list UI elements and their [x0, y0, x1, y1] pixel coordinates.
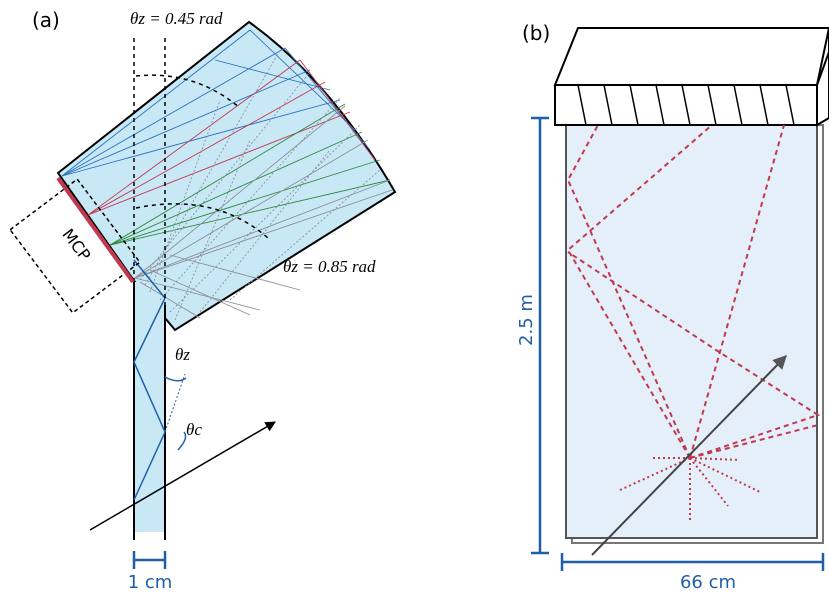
emission-star [619, 457, 761, 520]
width-dimension-a [132, 551, 167, 569]
mcp-box [9, 178, 141, 314]
panel-b: (b) [516, 21, 829, 593]
photon-paths [566, 124, 821, 459]
theta-c-label: θc [186, 420, 202, 439]
theta-c-angle-arc [177, 431, 187, 451]
panel-a: (a) [9, 8, 397, 593]
bar-zigzag-ray [133, 259, 166, 501]
gray-rays [134, 105, 393, 319]
width-label-b: 66 cm [680, 572, 736, 593]
readout-box [553, 27, 829, 127]
ray-fan [61, 29, 393, 321]
readout-pixels [577, 84, 795, 126]
plate-front [565, 119, 818, 539]
normal-line [164, 373, 186, 433]
mcp-label: MCP [58, 225, 94, 264]
theta-z-top-label: θz = 0.45 rad [130, 9, 223, 28]
panel-b-label: (b) [522, 21, 550, 45]
blue-rays [61, 29, 371, 177]
height-dimension [531, 116, 549, 555]
red-rays [87, 59, 376, 216]
dotted-rays [139, 49, 381, 321]
theta-z-label: θz [175, 345, 190, 364]
mcp-face [56, 176, 135, 284]
theta-z-top-arc [135, 74, 241, 109]
theta-z-bottom-arc [135, 203, 269, 239]
particle-track-b [591, 354, 787, 556]
theta-z-bottom-label: θz = 0.85 rad [283, 257, 376, 276]
theta-z-angle-arc [164, 376, 187, 382]
height-label: 2.5 m [516, 294, 537, 346]
width-label-a: 1 cm [128, 572, 173, 593]
expansion-volume [56, 20, 397, 332]
green-rays [109, 103, 391, 246]
width-dimension-b [560, 553, 825, 571]
panel-a-label: (a) [32, 8, 60, 32]
particle-track-a [89, 421, 276, 531]
